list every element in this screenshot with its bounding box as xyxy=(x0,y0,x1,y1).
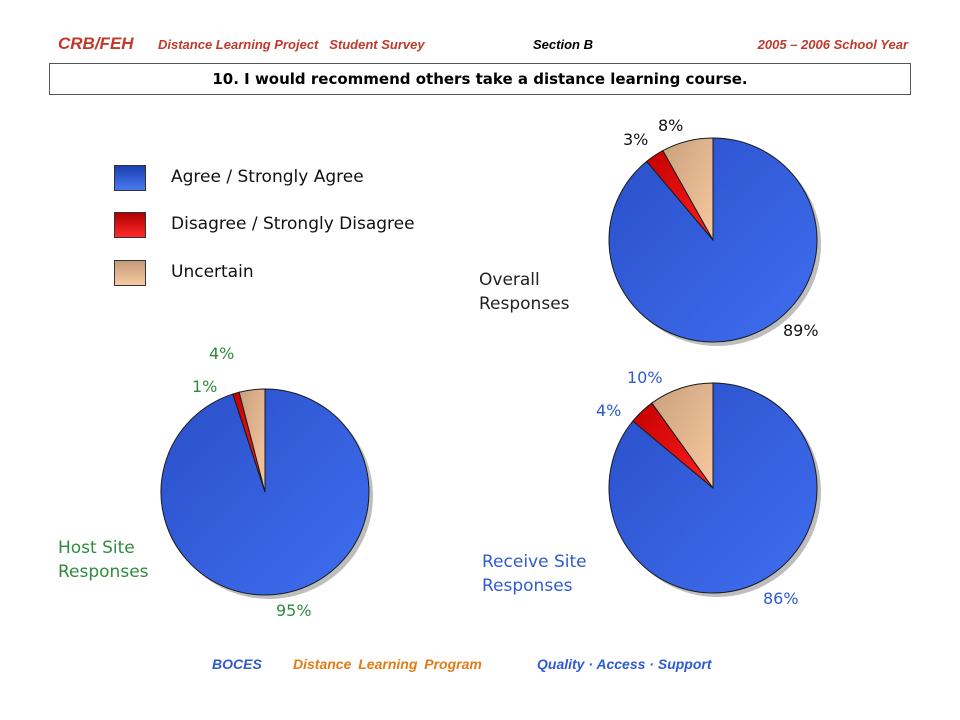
data-label-host-disagree: 1% xyxy=(192,377,217,396)
legend-label-agree: Agree / Strongly Agree xyxy=(171,167,364,187)
footer: BOCES Distance Learning Program Quality … xyxy=(0,656,960,676)
data-label-host-agree: 95% xyxy=(276,601,312,620)
pie-receive: 86% 4% 10% xyxy=(596,368,821,608)
chart-title-host: Host Site Responses xyxy=(58,538,149,582)
header-year: 2005 – 2006 School Year xyxy=(757,37,908,52)
data-label-overall-uncertain: 8% xyxy=(658,116,683,135)
header-section: Section B xyxy=(533,37,593,52)
header-brand: CRB/FEH xyxy=(58,34,134,53)
legend-label-uncertain: Uncertain xyxy=(171,262,254,282)
data-label-overall-disagree: 3% xyxy=(623,130,648,149)
header-project: Distance Learning Project Student Survey xyxy=(158,37,425,52)
data-label-host-uncertain: 4% xyxy=(209,344,234,363)
pie-slice-receive-uncertain xyxy=(651,382,714,490)
footer-program: Distance Learning Program xyxy=(293,656,482,672)
legend-label-disagree: Disagree / Strongly Disagree xyxy=(171,214,415,234)
pie-overall: 89% 3% 8% xyxy=(608,116,821,346)
chart-title-receive: Receive Site Responses xyxy=(482,552,587,596)
chart-title-overall: Overall Responses xyxy=(479,270,570,314)
pie-host: 95% 1% 4% xyxy=(160,344,373,620)
pie-slice-overall-uncertain xyxy=(662,137,714,242)
legend-swatch-disagree xyxy=(114,212,146,238)
question-title: 10. I would recommend others take a dist… xyxy=(49,63,911,95)
data-label-overall-agree: 89% xyxy=(783,321,819,340)
header: CRB/FEH Distance Learning Project Studen… xyxy=(58,34,908,56)
data-label-receive-disagree: 4% xyxy=(596,401,621,420)
pie-slice-host-uncertain xyxy=(238,388,266,493)
data-label-receive-uncertain: 10% xyxy=(627,368,663,387)
legend-swatch-uncertain xyxy=(114,260,146,286)
footer-boces: BOCES xyxy=(212,656,262,672)
legend-swatch-agree xyxy=(114,165,146,191)
data-label-receive-agree: 86% xyxy=(763,589,799,608)
footer-tagline: Quality · Access · Support xyxy=(537,656,712,672)
